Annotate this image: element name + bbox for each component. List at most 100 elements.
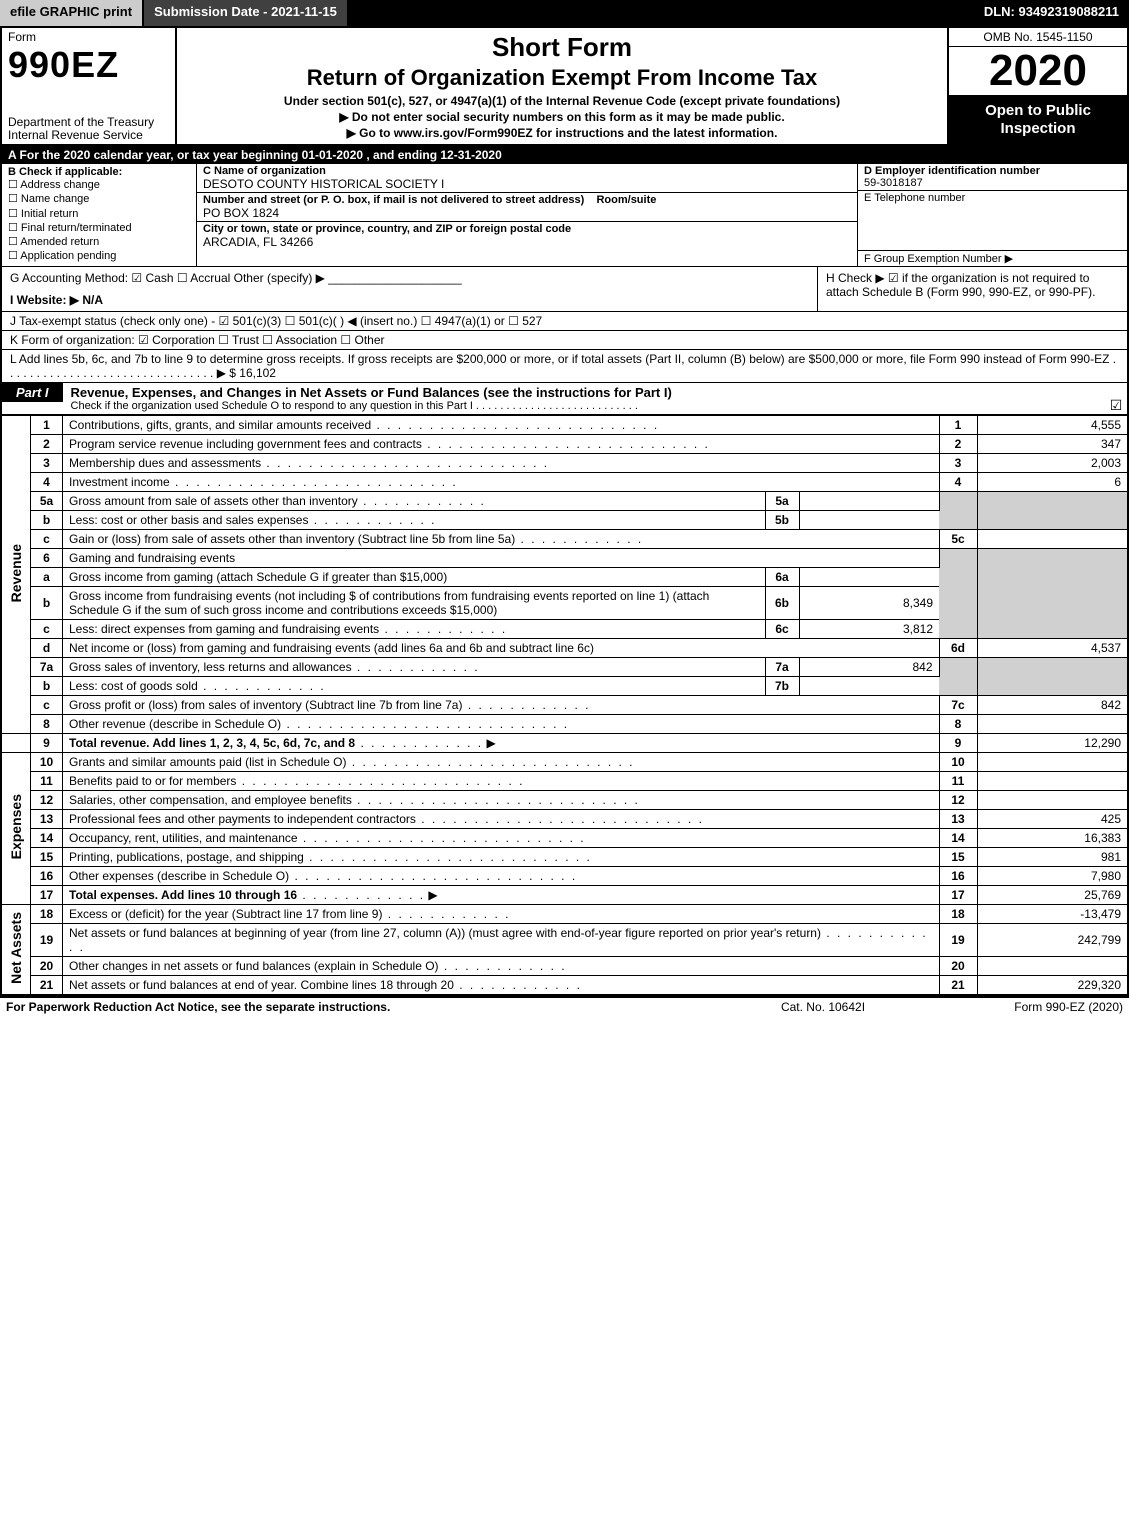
row-19-num: 19 xyxy=(31,923,63,956)
row-1-num: 1 xyxy=(31,415,63,434)
goto-link[interactable]: ▶ Go to www.irs.gov/Form990EZ for instru… xyxy=(183,126,941,140)
row-21-rv: 229,320 xyxy=(977,975,1127,994)
part-1-table: Revenue 1 Contributions, gifts, grants, … xyxy=(2,415,1127,995)
form-number: 990EZ xyxy=(8,44,169,86)
chk-final-return[interactable]: ☐ Final return/terminated xyxy=(8,221,190,235)
row-5b-sv xyxy=(799,510,939,529)
omb-number: OMB No. 1545-1150 xyxy=(949,28,1127,47)
row-6a-num: a xyxy=(31,567,63,586)
line-i: I Website: ▶ N/A xyxy=(10,293,103,307)
row-6d-rn: 6d xyxy=(939,638,977,657)
addr-value: PO BOX 1824 xyxy=(203,206,279,220)
row-10-num: 10 xyxy=(31,752,63,771)
form-header: Form 990EZ Department of the Treasury In… xyxy=(2,28,1127,146)
row-5a-sv xyxy=(799,491,939,510)
row-7b-desc: Less: cost of goods sold xyxy=(69,679,326,693)
row-8-rv xyxy=(977,714,1127,733)
row-21-num: 21 xyxy=(31,975,63,994)
row-7c-rn: 7c xyxy=(939,695,977,714)
line-l: L Add lines 5b, 6c, and 7b to line 9 to … xyxy=(2,350,1127,382)
part-1-checkbox[interactable]: ☑ xyxy=(1105,383,1127,414)
chk-initial-return[interactable]: ☐ Initial return xyxy=(8,207,190,221)
row-15-rv: 981 xyxy=(977,847,1127,866)
row-21-rn: 21 xyxy=(939,975,977,994)
row-15-num: 15 xyxy=(31,847,63,866)
row-13-rv: 425 xyxy=(977,809,1127,828)
chk-amended-return[interactable]: ☐ Amended return xyxy=(8,235,190,249)
row-9-rv: 12,290 xyxy=(977,733,1127,752)
row-6b-sv: 8,349 xyxy=(799,586,939,619)
row-5b-sn: 5b xyxy=(765,510,799,529)
org-name-value: DESOTO COUNTY HISTORICAL SOCIETY I xyxy=(203,177,444,191)
row-14-desc: Occupancy, rent, utilities, and maintena… xyxy=(69,831,586,845)
dept-irs: Internal Revenue Service xyxy=(8,129,169,142)
row-1-rn: 1 xyxy=(939,415,977,434)
org-name-label: C Name of organization xyxy=(203,165,326,177)
ein-value: 59-3018187 xyxy=(864,177,923,189)
row-5c-num: c xyxy=(31,529,63,548)
row-19-desc: Net assets or fund balances at beginning… xyxy=(69,926,928,954)
ein-label: D Employer identification number xyxy=(864,165,1040,177)
row-1-desc: Contributions, gifts, grants, and simila… xyxy=(69,418,659,432)
footer-left: For Paperwork Reduction Act Notice, see … xyxy=(6,1000,723,1014)
top-bar: efile GRAPHIC print Submission Date - 20… xyxy=(0,0,1129,26)
row-9-rn: 9 xyxy=(939,733,977,752)
row-6-num: 6 xyxy=(31,548,63,567)
row-3-num: 3 xyxy=(31,453,63,472)
open-to-public: Open to Public Inspection xyxy=(949,96,1127,144)
row-6c-sn: 6c xyxy=(765,619,799,638)
part-1-title: Revenue, Expenses, and Changes in Net As… xyxy=(71,385,672,400)
row-7c-desc: Gross profit or (loss) from sales of inv… xyxy=(69,698,591,712)
group-exempt-label: F Group Exemption Number ▶ xyxy=(864,253,1013,265)
row-20-num: 20 xyxy=(31,956,63,975)
row-10-rv xyxy=(977,752,1127,771)
row-16-num: 16 xyxy=(31,866,63,885)
row-3-rn: 3 xyxy=(939,453,977,472)
section-e: E Telephone number xyxy=(858,191,1127,251)
ssn-warning: ▶ Do not enter social security numbers o… xyxy=(183,110,941,124)
row-4-rn: 4 xyxy=(939,472,977,491)
row-9-desc: Total revenue. Add lines 1, 2, 3, 4, 5c,… xyxy=(69,736,355,750)
row-5c-rv xyxy=(977,529,1127,548)
section-c: C Name of organization DESOTO COUNTY HIS… xyxy=(197,164,857,266)
chk-application-pending[interactable]: ☐ Application pending xyxy=(8,249,190,263)
row-16-rv: 7,980 xyxy=(977,866,1127,885)
row-10-rn: 10 xyxy=(939,752,977,771)
row-7a-sv: 842 xyxy=(799,657,939,676)
row-18-rn: 18 xyxy=(939,904,977,923)
row-20-desc: Other changes in net assets or fund bala… xyxy=(69,959,567,973)
row-14-rn: 14 xyxy=(939,828,977,847)
row-5a-num: 5a xyxy=(31,491,63,510)
row-5b-num: b xyxy=(31,510,63,529)
row-6b-desc: Gross income from fundraising events (no… xyxy=(63,586,766,619)
row-14-rv: 16,383 xyxy=(977,828,1127,847)
efile-print-button[interactable]: efile GRAPHIC print xyxy=(0,0,144,26)
dept-treasury: Department of the Treasury xyxy=(8,116,169,129)
footer-center: Cat. No. 10642I xyxy=(723,1000,923,1014)
room-label: Room/suite xyxy=(596,194,656,206)
row-4-rv: 6 xyxy=(977,472,1127,491)
row-6d-rv: 4,537 xyxy=(977,638,1127,657)
page-footer: For Paperwork Reduction Act Notice, see … xyxy=(0,997,1129,1016)
section-b: B Check if applicable: ☐ Address change … xyxy=(2,164,197,266)
section-d: D Employer identification number 59-3018… xyxy=(858,164,1127,191)
row-11-num: 11 xyxy=(31,771,63,790)
chk-address-change[interactable]: ☐ Address change xyxy=(8,178,190,192)
city-label: City or town, state or province, country… xyxy=(203,223,571,235)
row-a-period: A For the 2020 calendar year, or tax yea… xyxy=(2,146,1127,164)
revenue-side-label: Revenue xyxy=(2,415,31,733)
chk-name-change[interactable]: ☐ Name change xyxy=(8,192,190,206)
row-12-rn: 12 xyxy=(939,790,977,809)
row-7a-desc: Gross sales of inventory, less returns a… xyxy=(69,660,480,674)
row-11-desc: Benefits paid to or for members xyxy=(69,774,524,788)
row-6b-sn: 6b xyxy=(765,586,799,619)
row-6d-desc: Net income or (loss) from gaming and fun… xyxy=(63,638,940,657)
row-14-num: 14 xyxy=(31,828,63,847)
row-1-rv: 4,555 xyxy=(977,415,1127,434)
row-7b-sv xyxy=(799,676,939,695)
section-b-label: B Check if applicable: xyxy=(8,166,122,178)
form-subtitle: Under section 501(c), 527, or 4947(a)(1)… xyxy=(183,94,941,108)
part-1-header: Part I Revenue, Expenses, and Changes in… xyxy=(2,382,1127,415)
line-h: H Check ▶ ☑ if the organization is not r… xyxy=(817,267,1127,311)
row-6a-sv xyxy=(799,567,939,586)
